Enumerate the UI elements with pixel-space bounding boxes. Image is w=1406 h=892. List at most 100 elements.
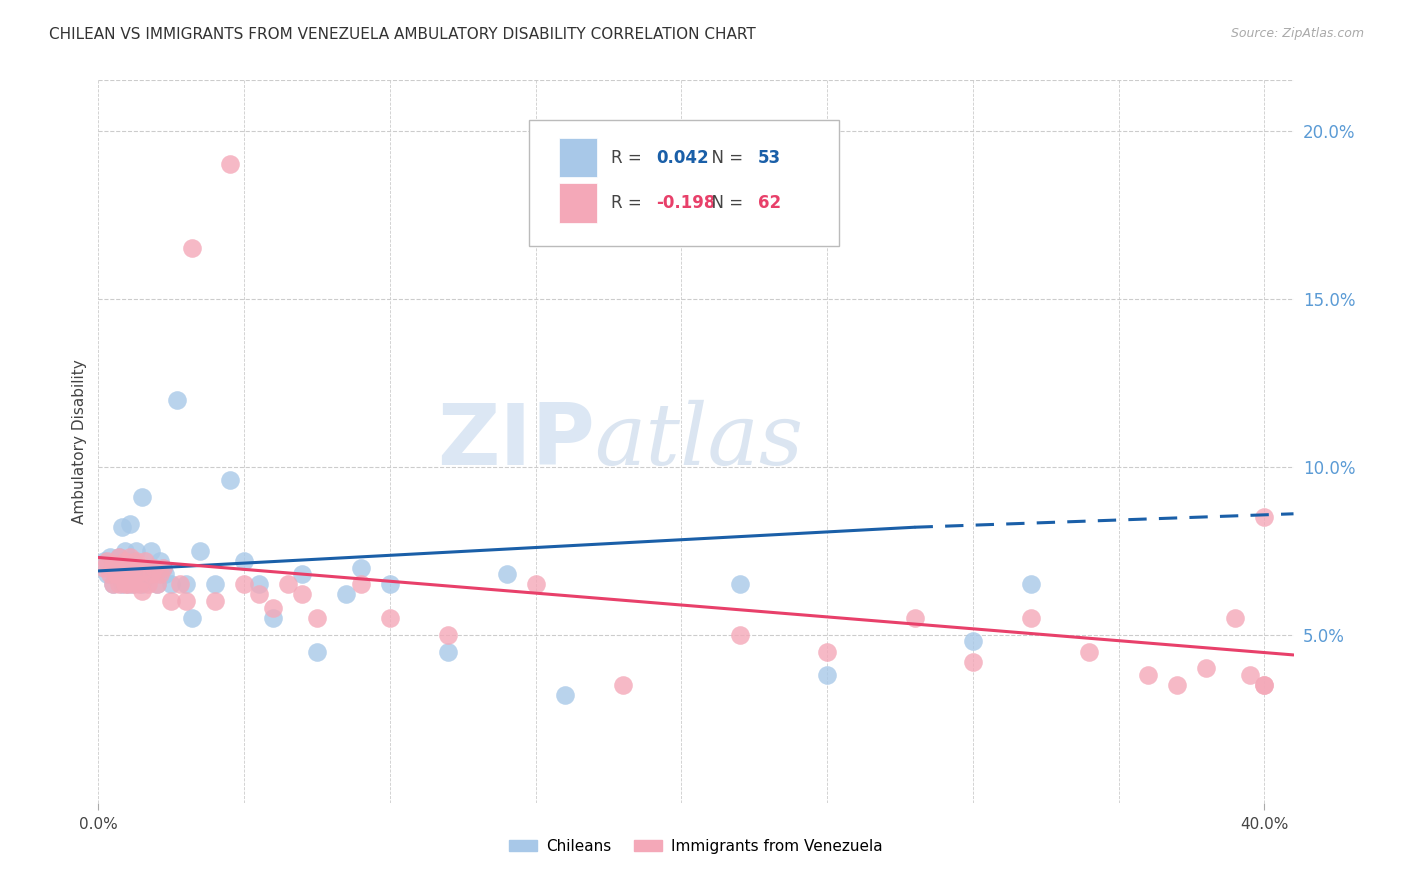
Point bbox=[218, 157, 240, 171]
Point bbox=[108, 577, 131, 591]
Point bbox=[96, 567, 118, 582]
Point bbox=[136, 577, 159, 591]
Point bbox=[350, 560, 373, 574]
Point bbox=[350, 577, 373, 591]
Point bbox=[204, 577, 226, 591]
Point bbox=[815, 644, 838, 658]
Point bbox=[122, 560, 145, 574]
Point bbox=[437, 628, 460, 642]
Legend: Chileans, Immigrants from Venezuela: Chileans, Immigrants from Venezuela bbox=[503, 833, 889, 860]
Point bbox=[145, 577, 167, 591]
Point bbox=[233, 577, 256, 591]
Point bbox=[142, 560, 165, 574]
Point bbox=[728, 628, 751, 642]
Point bbox=[1239, 668, 1261, 682]
Point bbox=[131, 584, 153, 599]
Text: ZIP: ZIP bbox=[437, 400, 595, 483]
Point bbox=[1166, 678, 1188, 692]
Point bbox=[101, 577, 124, 591]
Point bbox=[233, 554, 256, 568]
Point bbox=[190, 543, 212, 558]
Point bbox=[1253, 678, 1275, 692]
Point bbox=[247, 587, 270, 601]
Point bbox=[262, 600, 284, 615]
Point bbox=[104, 560, 127, 574]
Point bbox=[131, 490, 153, 504]
Point bbox=[125, 543, 148, 558]
Point bbox=[204, 594, 226, 608]
Text: -0.198: -0.198 bbox=[657, 194, 716, 212]
Point bbox=[108, 550, 131, 565]
Point bbox=[122, 577, 145, 591]
Point bbox=[101, 560, 124, 574]
Text: N =: N = bbox=[700, 149, 748, 167]
Point bbox=[291, 567, 314, 582]
Point bbox=[131, 564, 153, 578]
Point bbox=[305, 644, 328, 658]
Point bbox=[98, 550, 121, 565]
Text: atlas: atlas bbox=[595, 401, 803, 483]
Point bbox=[111, 520, 134, 534]
Point bbox=[815, 668, 838, 682]
Point bbox=[1195, 661, 1218, 675]
Point bbox=[903, 611, 925, 625]
Point bbox=[128, 567, 150, 582]
Point bbox=[117, 560, 139, 574]
Point bbox=[305, 611, 328, 625]
Point bbox=[149, 567, 172, 582]
FancyBboxPatch shape bbox=[529, 120, 839, 246]
Point bbox=[1019, 611, 1042, 625]
Point bbox=[142, 560, 165, 574]
Point bbox=[131, 577, 153, 591]
Text: R =: R = bbox=[612, 194, 647, 212]
Point bbox=[117, 560, 139, 574]
Point bbox=[125, 554, 148, 568]
Point bbox=[128, 577, 150, 591]
Point bbox=[962, 634, 984, 648]
Point bbox=[277, 577, 299, 591]
Point bbox=[120, 550, 142, 565]
Point bbox=[139, 543, 162, 558]
Point bbox=[111, 577, 134, 591]
Point bbox=[134, 554, 156, 568]
Point bbox=[117, 577, 139, 591]
Point bbox=[378, 577, 401, 591]
Point bbox=[160, 577, 183, 591]
Point bbox=[335, 587, 357, 601]
Text: N =: N = bbox=[700, 194, 748, 212]
Text: Source: ZipAtlas.com: Source: ZipAtlas.com bbox=[1230, 27, 1364, 40]
FancyBboxPatch shape bbox=[558, 183, 596, 223]
Point bbox=[166, 392, 188, 407]
Point bbox=[174, 577, 197, 591]
Point bbox=[169, 577, 191, 591]
Text: 62: 62 bbox=[758, 194, 782, 212]
Text: 0.042: 0.042 bbox=[657, 149, 709, 167]
Point bbox=[378, 611, 401, 625]
Point bbox=[120, 560, 142, 574]
Point bbox=[108, 550, 131, 565]
Point bbox=[101, 577, 124, 591]
Point bbox=[1253, 678, 1275, 692]
Point bbox=[612, 678, 634, 692]
Point bbox=[114, 543, 136, 558]
Point bbox=[180, 611, 202, 625]
Point bbox=[111, 560, 134, 574]
Point bbox=[962, 655, 984, 669]
Point bbox=[437, 644, 460, 658]
Point bbox=[160, 594, 183, 608]
FancyBboxPatch shape bbox=[558, 137, 596, 178]
Point bbox=[728, 577, 751, 591]
Point bbox=[114, 577, 136, 591]
Point bbox=[218, 473, 240, 487]
Point bbox=[96, 554, 118, 568]
Point bbox=[1078, 644, 1101, 658]
Point bbox=[117, 577, 139, 591]
Point bbox=[134, 567, 156, 582]
Text: 53: 53 bbox=[758, 149, 782, 167]
Point bbox=[108, 567, 131, 582]
Point bbox=[155, 567, 177, 582]
Point bbox=[101, 558, 124, 572]
Point bbox=[1136, 668, 1159, 682]
Text: CHILEAN VS IMMIGRANTS FROM VENEZUELA AMBULATORY DISABILITY CORRELATION CHART: CHILEAN VS IMMIGRANTS FROM VENEZUELA AMB… bbox=[49, 27, 756, 42]
Point bbox=[114, 554, 136, 568]
